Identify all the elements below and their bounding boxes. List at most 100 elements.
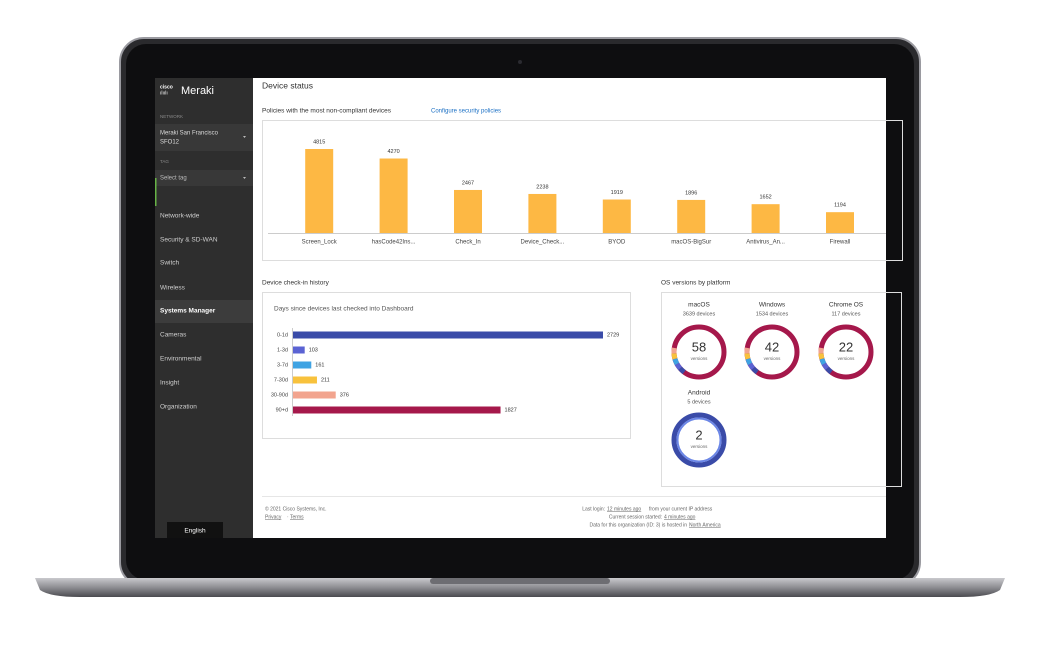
platform-name: Windows (759, 302, 786, 309)
data-label: 1896 (685, 190, 697, 196)
x-tick-label: Check_In (455, 240, 480, 246)
panel (262, 120, 903, 261)
versions-count: 2 (695, 427, 702, 442)
laptop-base (35, 578, 1005, 597)
y-tick-label: 7-30d (274, 377, 288, 383)
panel (262, 292, 631, 439)
data-label: 103 (309, 347, 318, 353)
donut-ring (671, 412, 727, 468)
versions-count: 42 (765, 339, 779, 354)
platform-devices: 3639 devices (683, 311, 716, 317)
menu-item[interactable]: Insight (160, 380, 179, 387)
menu-item[interactable]: Switch (160, 260, 180, 267)
language-button[interactable] (167, 522, 223, 538)
platform-devices: 1534 devices (756, 311, 789, 317)
footer-link[interactable]: 12 minutes ago (607, 506, 641, 512)
bar (602, 199, 631, 233)
bar (454, 189, 482, 233)
x-tick-label: macOS-BigSur (671, 240, 711, 246)
terms-link[interactable]: Terms (290, 514, 304, 520)
footer: © 2021 Cisco Systems, Inc. Privacy · Ter… (262, 496, 886, 528)
separator: · (287, 514, 289, 520)
link[interactable]: Configure security policies (431, 109, 501, 115)
footer-text: Current session started: (609, 514, 662, 520)
x-tick-label: hasCode42Ins... (372, 240, 416, 246)
menu-item[interactable]: Network-wide (160, 213, 200, 220)
menu-item[interactable]: Wireless (160, 285, 186, 292)
copyright: © 2021 Cisco Systems, Inc. (265, 505, 326, 512)
data-label: 2467 (462, 180, 474, 186)
donut-segment (744, 324, 800, 380)
data-label: 1827 (505, 407, 517, 413)
platform-name: Chrome OS (829, 302, 864, 309)
bar (293, 391, 336, 399)
network-name: Meraki San Francisco (160, 131, 219, 137)
x-tick-label: Firewall (830, 240, 851, 246)
data-label: 4270 (387, 149, 399, 155)
versions-label: versions (691, 444, 709, 449)
dropdown-caret (243, 177, 246, 179)
chart-subtitle: Days since devices last checked into Das… (274, 306, 414, 313)
bar (677, 199, 706, 233)
footer-text: Data for this organization (ID: 3) is ho… (589, 522, 687, 528)
versions-label: versions (764, 356, 782, 361)
network-select[interactable] (155, 124, 253, 151)
platform-name: Android (688, 390, 711, 397)
network-name: SFO12 (160, 140, 180, 146)
hinge-notch (430, 578, 610, 584)
main: Device status Policies with the most non… (262, 80, 903, 487)
data-label: 376 (340, 392, 349, 398)
y-tick-label: 1-3d (277, 347, 288, 353)
x-tick-label: Device_Check... (521, 240, 565, 246)
versions-count: 22 (839, 339, 853, 354)
platform-name: macOS (688, 302, 710, 309)
data-label: 4815 (313, 139, 325, 145)
data-label: 2729 (607, 332, 619, 338)
platform-devices: 117 devices (832, 311, 861, 317)
donut-segment (818, 324, 874, 380)
menu-item[interactable]: Security & SD-WAN (160, 237, 218, 244)
bar (293, 346, 305, 354)
privacy-link[interactable]: Privacy (265, 514, 282, 520)
y-tick-label: 30-90d (271, 392, 288, 398)
footer-link[interactable]: 4 minutes ago (664, 514, 696, 520)
dropdown-caret (243, 136, 246, 138)
menu-active (155, 300, 253, 323)
bar (379, 158, 408, 233)
panel (661, 292, 902, 487)
tag-select[interactable] (155, 170, 253, 186)
y-tick-label: 3-7d (277, 362, 288, 368)
data-label: 211 (321, 377, 330, 383)
language: English (184, 528, 206, 535)
x-tick-label: Screen_Lock (302, 240, 338, 246)
logo: Meraki (181, 85, 214, 97)
bar (293, 331, 603, 339)
bar (293, 376, 317, 384)
x-tick-label: Antivirus_An... (746, 240, 785, 246)
y-tick-label: 90+d (276, 407, 288, 413)
section-title: Device check-in history (262, 280, 330, 287)
brand: cisco (160, 84, 173, 90)
bar (305, 149, 334, 233)
page-title: Device status (262, 80, 313, 90)
footer-text: Last login: (582, 506, 605, 512)
menu-item[interactable]: Organization (160, 404, 197, 411)
section-label: NETWORK (160, 114, 183, 119)
versions-count: 58 (692, 339, 706, 354)
bar (293, 361, 312, 369)
menu-item[interactable]: Systems Manager (160, 308, 216, 315)
menu-item[interactable]: Cameras (160, 332, 187, 339)
focus-indicator (155, 178, 157, 206)
section-title: OS versions by platform (661, 280, 730, 287)
x-tick-label: BYOD (608, 240, 626, 246)
data-label: 1194 (834, 203, 846, 209)
section-label: TAG (160, 159, 169, 164)
versions-label: versions (838, 356, 856, 361)
menu-item[interactable]: Environmental (160, 356, 202, 363)
data-label: 161 (315, 362, 324, 368)
data-label: 1652 (759, 195, 771, 201)
footer-link[interactable]: North America (689, 522, 721, 528)
bar (826, 212, 854, 233)
